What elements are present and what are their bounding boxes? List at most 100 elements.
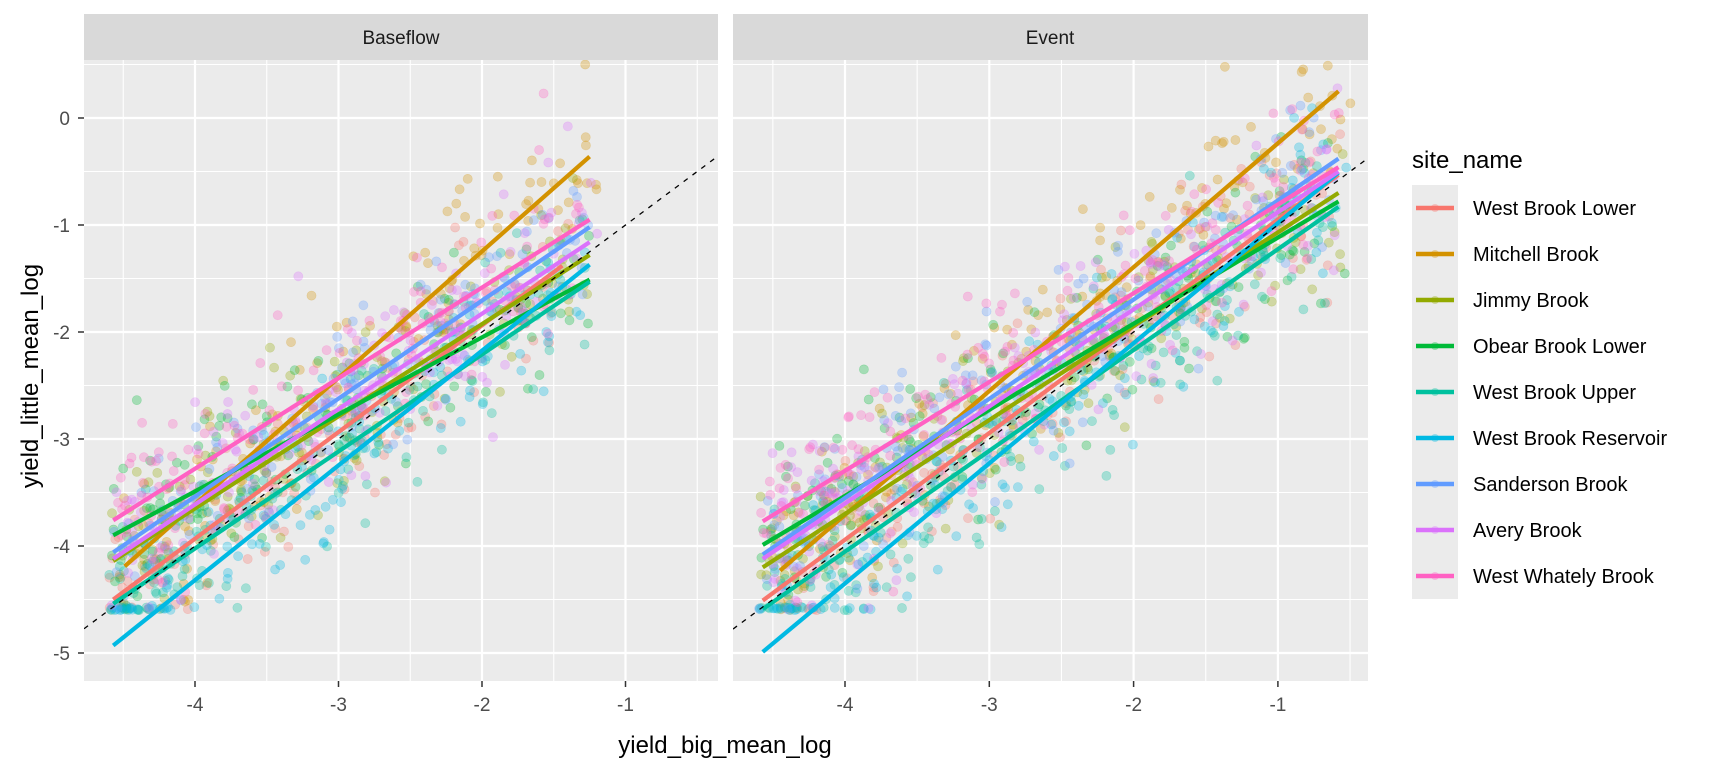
- data-point: [940, 378, 951, 389]
- data-point: [1288, 253, 1298, 263]
- data-point: [512, 228, 522, 238]
- data-point: [945, 388, 956, 399]
- data-point: [924, 533, 934, 544]
- data-point: [106, 605, 117, 615]
- data-point: [1295, 100, 1306, 111]
- data-point: [837, 444, 848, 455]
- data-point: [1232, 214, 1242, 225]
- data-point: [879, 415, 890, 425]
- data-point: [415, 286, 426, 297]
- data-point: [871, 535, 882, 546]
- data-point: [509, 210, 520, 221]
- data-point: [443, 294, 454, 305]
- data-point: [1251, 194, 1262, 205]
- data-point: [465, 385, 475, 396]
- data-point: [897, 538, 908, 549]
- data-point: [990, 497, 1000, 507]
- data-point: [957, 375, 968, 386]
- data-point: [1014, 453, 1025, 464]
- data-point: [1311, 247, 1322, 258]
- legend-item: West Whately Brook: [1416, 566, 1655, 588]
- data-point: [124, 603, 135, 614]
- data-point: [275, 532, 286, 543]
- data-point: [1013, 351, 1024, 361]
- data-point: [1210, 135, 1221, 146]
- data-point: [1233, 282, 1244, 292]
- data-point: [1048, 451, 1059, 461]
- data-point: [808, 500, 819, 510]
- data-point: [394, 425, 405, 436]
- data-point: [377, 356, 387, 367]
- data-point: [985, 364, 996, 375]
- data-point: [814, 469, 824, 480]
- data-point: [1321, 144, 1332, 155]
- data-point: [1244, 181, 1255, 192]
- data-point: [878, 384, 889, 395]
- data-point: [218, 503, 229, 513]
- legend: site_name West Brook Lower Mitchell Brook…: [1412, 147, 1667, 599]
- data-point: [338, 475, 349, 486]
- data-point: [755, 491, 766, 502]
- data-point: [323, 477, 334, 487]
- data-point: [951, 531, 962, 542]
- legend-key-point: [1431, 434, 1439, 442]
- data-point: [792, 597, 803, 607]
- data-point: [1047, 418, 1058, 429]
- fit-line-jimmy-brook: [761, 191, 1340, 570]
- data-point: [889, 485, 900, 495]
- data-point: [1104, 350, 1115, 360]
- data-point: [819, 490, 830, 501]
- data-point: [214, 420, 225, 431]
- data-point: [1184, 363, 1194, 374]
- data-point: [568, 185, 579, 196]
- data-point: [204, 464, 215, 474]
- legend-key-point: [1431, 296, 1439, 304]
- data-point: [1066, 375, 1077, 386]
- data-point: [958, 353, 969, 363]
- data-point: [877, 408, 887, 419]
- data-point: [1101, 470, 1112, 481]
- data-point: [1212, 309, 1223, 320]
- data-point: [488, 432, 498, 442]
- data-point: [1118, 210, 1129, 221]
- data-point: [769, 603, 780, 614]
- data-point: [1035, 423, 1046, 434]
- data-point: [351, 455, 362, 466]
- data-point: [553, 226, 563, 236]
- data-point: [1323, 237, 1334, 248]
- data-point: [452, 356, 463, 367]
- data-point: [1006, 456, 1016, 466]
- data-point: [805, 442, 816, 453]
- data-point: [544, 212, 554, 223]
- data-point: [911, 393, 922, 403]
- data-point: [1164, 256, 1174, 266]
- data-point: [827, 535, 838, 546]
- data-point: [1322, 297, 1333, 308]
- data-point: [200, 408, 211, 419]
- data-point: [885, 426, 896, 437]
- data-point: [920, 389, 931, 400]
- data-point: [147, 556, 158, 567]
- data-point: [775, 603, 786, 614]
- data-point: [986, 366, 997, 377]
- data-point: [170, 599, 181, 610]
- data-point: [1294, 142, 1304, 153]
- data-point: [313, 355, 324, 366]
- data-point: [1148, 373, 1159, 383]
- data-point: [839, 605, 850, 615]
- data-point: [360, 518, 371, 529]
- data-point: [858, 541, 869, 551]
- data-point: [1289, 159, 1299, 170]
- data-point: [1217, 138, 1227, 149]
- data-point: [919, 429, 929, 440]
- data-point: [538, 218, 549, 229]
- data-point: [1209, 330, 1220, 341]
- data-point: [1167, 345, 1178, 356]
- data-point: [243, 521, 254, 531]
- data-point: [936, 415, 946, 425]
- data-point: [1206, 325, 1216, 336]
- data-point: [336, 497, 346, 507]
- data-point: [1188, 241, 1199, 252]
- legend-item: West Brook Lower: [1416, 198, 1636, 220]
- data-point: [1250, 193, 1260, 203]
